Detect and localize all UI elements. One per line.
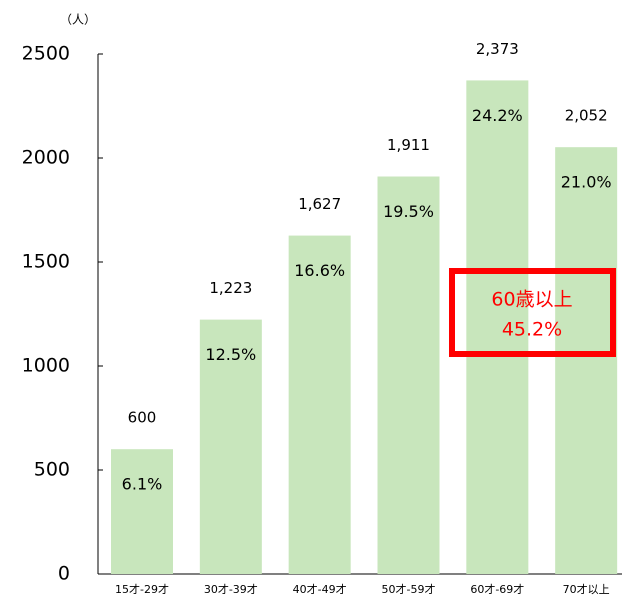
y-tick-label: 1000 [22, 355, 70, 377]
value-label: 1,627 [298, 195, 341, 213]
share-label: 21.0% [561, 173, 612, 192]
y-tick-label: 2000 [22, 147, 70, 169]
annotation-box [449, 268, 616, 357]
share-label: 12.5% [205, 345, 256, 364]
value-label: 1,911 [387, 136, 430, 154]
value-label: 2,052 [565, 107, 608, 125]
x-tick-label: 70才以上 [563, 582, 610, 596]
bar [377, 176, 440, 574]
x-tick-label: 40才-49才 [293, 582, 347, 596]
share-label: 16.6% [294, 261, 345, 280]
value-label: 2,373 [476, 40, 519, 58]
x-tick-label: 60才-69才 [470, 582, 524, 596]
share-label: 24.2% [472, 106, 523, 125]
bar [555, 147, 618, 574]
bar [111, 449, 173, 574]
x-tick-label: 30才-39才 [204, 582, 258, 596]
bar [288, 235, 351, 575]
annotation-text: 60歳以上 [491, 289, 572, 311]
y-tick-label: 1500 [22, 251, 70, 273]
bar [199, 319, 262, 574]
y-tick-label: 2500 [22, 43, 70, 65]
share-label: 6.1% [122, 475, 163, 494]
y-tick-label: 500 [34, 459, 70, 481]
share-label: 19.5% [383, 202, 434, 221]
bar [466, 80, 529, 574]
y-tick-label: 0 [58, 563, 70, 585]
value-label: 1,223 [209, 279, 252, 297]
x-tick-label: 15才-29才 [115, 582, 169, 596]
annotation-text: 45.2% [502, 319, 562, 341]
value-label: 600 [128, 409, 157, 427]
y-axis-unit: （人） [60, 13, 96, 27]
x-tick-label: 50才-59才 [382, 582, 436, 596]
